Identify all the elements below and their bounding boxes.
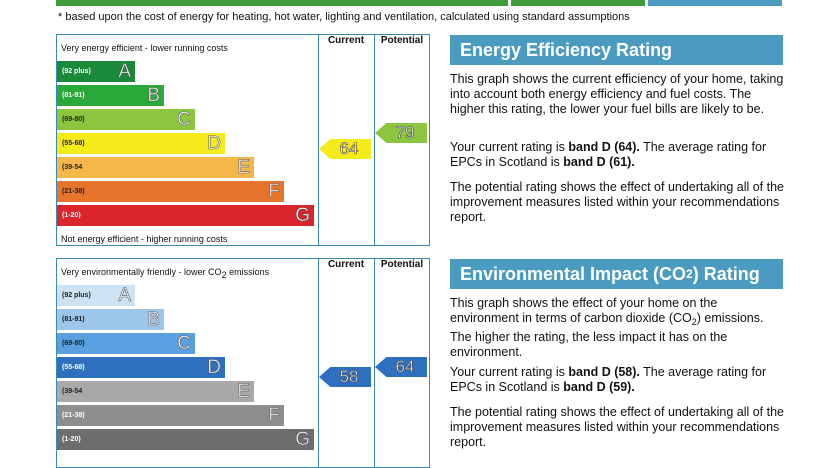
text: ) emissions. The higher the rating, the … [450, 311, 764, 359]
top-green-bar-2 [511, 0, 645, 6]
band-letter: G [295, 205, 310, 226]
band-range: (92 plus) [62, 68, 91, 75]
band-letter: C [177, 109, 191, 130]
current-rating-arrow: 58 [319, 367, 371, 387]
energy-title: Energy Efficiency Rating [450, 35, 783, 65]
top-label: Very environmentally friendly - lower CO… [61, 267, 269, 280]
band-range: (21-38) [62, 412, 85, 419]
band-range: (21-38) [62, 188, 85, 195]
potential-rating-arrow: 64 [375, 357, 427, 377]
band-letter: F [268, 405, 280, 426]
band-a: (92 plus) A [57, 285, 135, 306]
band-range: (1-20) [62, 212, 81, 219]
current-rating-arrow: 64 [319, 139, 371, 159]
potential-header: Potential [380, 259, 424, 270]
environment-current-rating-text: Your current rating is band D (58). The … [450, 365, 785, 395]
potential-rating-arrow: 79 [375, 123, 427, 143]
band-c: (69-80) C [57, 333, 195, 354]
current-band: band D (64). [568, 140, 640, 154]
band-range: (1-20) [62, 436, 81, 443]
title-post: ) Rating [692, 263, 760, 284]
band-range: (39-54 [62, 164, 83, 171]
band-letter: B [147, 309, 160, 330]
band-letter: E [237, 157, 250, 178]
band-range: (81-91) [62, 92, 85, 99]
bottom-label: Not energy efficient - higher running co… [61, 234, 228, 244]
top-label-pre: Very environmentally friendly - lower CO [61, 267, 222, 277]
band-a: (92 plus) A [57, 61, 135, 82]
text: The average rating for EPCs in Scotland … [450, 365, 767, 394]
footnote: * based upon the cost of energy for heat… [58, 11, 630, 23]
environment-potential-text: The potential rating shows the effect of… [450, 405, 785, 449]
band-letter: C [177, 333, 191, 354]
band-b: (81-91) B [57, 85, 164, 106]
title-sub: 2 [686, 267, 693, 281]
band-f: (21-38) F [57, 181, 284, 202]
energy-current-rating-text: Your current rating is band D (64). The … [450, 140, 785, 170]
band-letter: D [207, 133, 221, 154]
band-d: (55-68) D [57, 357, 225, 378]
band-range: (39-54 [62, 388, 83, 395]
sub: 2 [691, 317, 697, 327]
band-range: (69-80) [62, 116, 85, 123]
band-range: (81-91) [62, 316, 85, 323]
environment-title: Environmental Impact (CO 2) Rating [450, 259, 783, 289]
band-g: (1-20) G [57, 205, 314, 226]
band-b: (81-91) B [57, 309, 164, 330]
band-e: (39-54 E [57, 381, 254, 402]
energy-potential-text: The potential rating shows the effect of… [450, 180, 785, 224]
text: Your current rating is [450, 365, 569, 379]
potential-header: Potential [380, 35, 424, 46]
band-f: (21-38) F [57, 405, 284, 426]
band-range: (55-68) [62, 364, 85, 371]
band-d: (55-68) D [57, 133, 225, 154]
text: This graph shows the effect of your home… [450, 296, 718, 325]
environment-description: This graph shows the effect of your home… [450, 296, 785, 360]
band-letter: A [118, 285, 131, 306]
current-band: band D (58). [568, 365, 640, 379]
top-label: Very energy efficient - lower running co… [61, 43, 228, 53]
energy-description: This graph shows the current efficiency … [450, 72, 784, 116]
average-band: band D (61). [563, 155, 635, 169]
top-label-sub: 2 [221, 270, 227, 280]
current-header: Current [327, 259, 365, 270]
text: The average rating for EPCs in Scotland … [450, 140, 767, 169]
top-green-bar [56, 0, 508, 6]
text: Your current rating is [450, 140, 569, 154]
band-range: (55-68) [62, 140, 85, 147]
top-label-post: emissions [226, 267, 270, 277]
current-header: Current [327, 35, 365, 46]
band-letter: A [118, 61, 131, 82]
band-letter: B [147, 85, 160, 106]
band-letter: E [237, 381, 250, 402]
top-blue-bar [648, 0, 782, 6]
title-pre: Environmental Impact (CO [460, 263, 687, 284]
environmental-rating-chart: Current Potential Very environmentally f… [56, 258, 430, 468]
band-g: (1-20) G [57, 429, 314, 450]
band-e: (39-54 E [57, 157, 254, 178]
band-range: (92 plus) [62, 292, 91, 299]
average-band: band D (59). [563, 380, 635, 394]
band-letter: G [295, 429, 310, 450]
band-letter: D [207, 357, 221, 378]
band-letter: F [268, 181, 280, 202]
band-c: (69-80) C [57, 109, 195, 130]
energy-rating-chart: Current Potential Very energy efficient … [56, 34, 430, 246]
band-range: (69-80) [62, 340, 85, 347]
